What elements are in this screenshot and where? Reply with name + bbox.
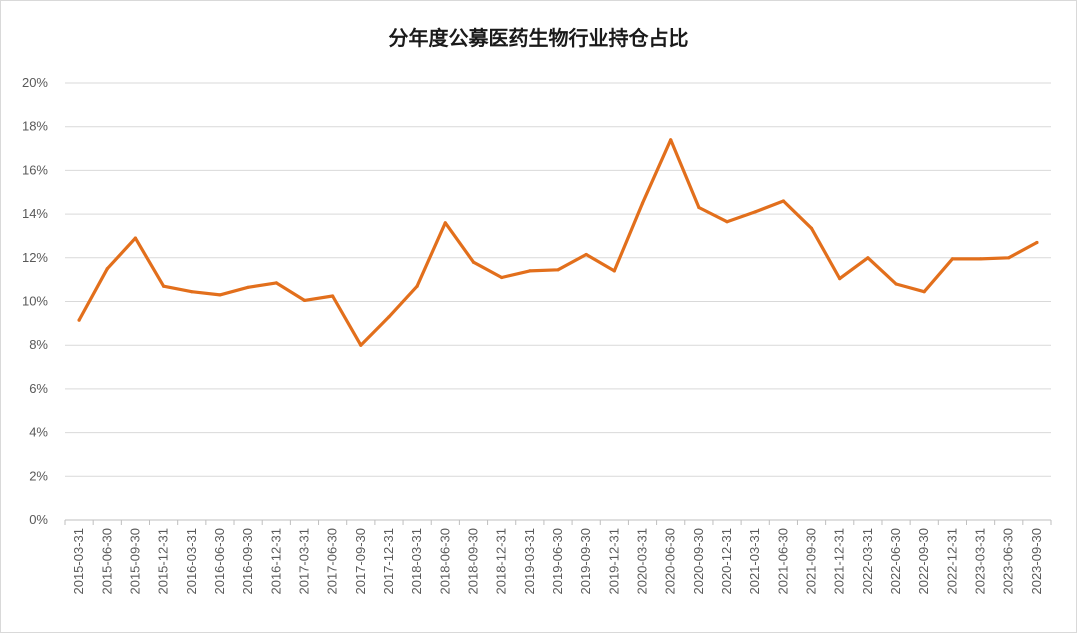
data-point [77,318,81,322]
y-axis-ticks: 0% 2% 4% 6% 8% 10% 12% 14% 16% 18% 20% [22,75,48,527]
x-tick-label: 2016-09-30 [240,528,255,595]
data-point [781,199,786,203]
y-tick-label: 18% [22,119,48,134]
data-point [302,298,307,302]
x-tick-label: 2022-09-30 [916,528,931,595]
x-tick-label: 2016-06-30 [212,528,227,595]
x-tick-label: 2020-03-31 [635,528,650,595]
data-point [133,236,137,240]
x-tick-label: 2018-12-31 [494,528,509,595]
x-tick-label: 2021-12-31 [832,528,847,595]
data-point [950,257,955,261]
y-tick-label: 20% [22,75,48,90]
data-point [105,267,109,271]
x-tick-label: 2023-09-30 [1029,528,1044,595]
x-tick-label: 2021-09-30 [804,528,819,595]
x-tick-label: 2017-06-30 [325,528,340,595]
x-tick-label: 2022-06-30 [888,528,903,595]
data-point [162,284,166,288]
x-tick-label: 2017-12-31 [381,528,396,595]
x-tick-label: 2015-09-30 [127,528,142,595]
chart-title: 分年度公募医药生物行业持仓占比 [388,26,689,50]
x-tick-label: 2020-12-31 [719,528,734,595]
y-tick-label: 2% [29,468,48,483]
data-point [725,220,729,224]
x-tick-label: 2021-06-30 [775,528,790,595]
x-tick-label: 2016-03-31 [184,528,199,595]
x-tick-label: 2018-09-30 [465,528,480,595]
data-point [866,256,870,260]
data-point [218,293,222,297]
x-tick-label: 2018-06-30 [437,528,452,595]
x-tick-label: 2022-03-31 [860,528,875,595]
x-tick-label: 2017-09-30 [353,528,368,595]
y-tick-label: 16% [22,162,48,177]
data-point [528,269,532,273]
data-point [809,226,814,230]
x-tick-label: 2019-03-31 [522,528,537,595]
x-tick-label: 2016-12-31 [268,528,283,595]
x-tick-label: 2023-06-30 [1001,528,1016,595]
data-point [471,260,476,264]
x-axis-ticks: 2015-03-31 2015-06-30 2015-09-30 2015-12-31… [71,528,1044,595]
data-point [1035,240,1039,245]
x-tick-label: 2019-12-31 [606,528,621,595]
x-tick-label: 2022-12-31 [944,528,959,595]
data-point [387,315,391,319]
x-tick-label: 2017-03-31 [296,528,311,595]
data-point [838,277,842,281]
data-point [1007,256,1011,260]
x-tick-label: 2019-09-30 [578,528,593,595]
data-point [979,257,983,261]
data-point [246,285,250,289]
data-point [612,269,616,273]
data-point [415,284,419,288]
y-tick-label: 8% [29,337,48,352]
series-layer [77,138,1039,347]
y-tick-label: 14% [22,206,48,221]
data-point [556,268,560,272]
data-point [697,205,701,210]
y-tick-label: 0% [29,512,48,527]
data-point [274,281,278,285]
y-tick-label: 12% [22,250,48,265]
data-point [922,290,926,294]
x-tick-label: 2020-09-30 [691,528,706,595]
data-point [500,275,504,280]
data-point [669,138,673,142]
x-tick-label: 2021-03-31 [747,528,762,595]
x-tick-label: 2023-03-31 [973,528,988,595]
x-tick-label: 2019-06-30 [550,528,565,595]
data-point [331,294,335,298]
x-tick-label: 2015-03-31 [71,528,86,595]
data-point [894,282,898,286]
gridlines [65,82,1051,477]
y-tick-label: 4% [29,425,48,440]
data-point [443,221,447,225]
data-point [640,201,645,205]
y-tick-label: 6% [29,381,48,396]
data-point [359,343,363,347]
data-point [584,252,588,257]
data-point [753,210,757,214]
x-axis [64,519,1052,525]
x-tick-label: 2018-03-31 [409,528,424,595]
x-tick-label: 2015-06-30 [99,528,114,595]
data-point [190,290,194,294]
y-tick-label: 10% [22,294,48,309]
x-tick-label: 2020-06-30 [663,528,678,595]
x-tick-label: 2015-12-31 [156,528,171,595]
